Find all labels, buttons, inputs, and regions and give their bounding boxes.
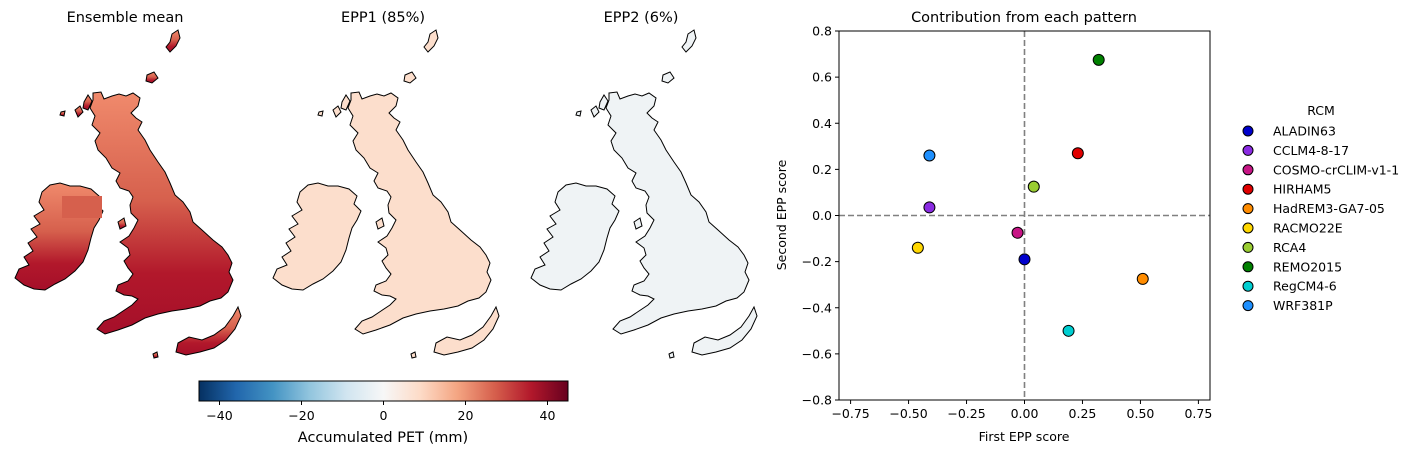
point-racmo22e <box>911 241 924 254</box>
map-panel-epp2: EPP2 (6%) <box>530 10 758 359</box>
point-rca4 <box>1027 180 1040 193</box>
legend-marker <box>1242 280 1254 292</box>
legend-title: RCM <box>1307 103 1335 118</box>
x-tick-label: −0.75 <box>831 406 869 421</box>
x-tick-label: 0.25 <box>1069 406 1097 421</box>
x-tick-label: 0.75 <box>1184 406 1212 421</box>
x-tick-label: 0.00 <box>1011 406 1039 421</box>
northern-ireland-patch <box>62 196 102 218</box>
y-tick-label: −0.2 <box>802 254 832 269</box>
uk-outline-ensemble-mean <box>14 29 242 359</box>
legend-items: ALADIN63 CCLM4-8-17 COSMO-crCLIM-v1-1 HIRHA… <box>1242 124 1399 313</box>
y-tick-label: −0.6 <box>802 346 832 361</box>
legend-marker <box>1242 183 1254 195</box>
colorbar-tick-label: −20 <box>288 408 314 423</box>
point-aladin63 <box>1018 253 1031 266</box>
uk-outline-epp2 <box>530 29 758 359</box>
y-tick-label: 0.4 <box>812 116 832 131</box>
legend-marker <box>1242 300 1254 312</box>
map-panel-ensemble-mean: Ensemble mean <box>14 10 242 359</box>
point-cosmo-crclim-v1-1 <box>1011 226 1024 239</box>
map-title-epp2: EPP2 (6%) <box>604 10 679 26</box>
x-tick-label: 0.50 <box>1127 406 1155 421</box>
legend-label: ALADIN63 <box>1273 124 1336 139</box>
legend-marker <box>1242 144 1254 156</box>
legend-label: HIRHAM5 <box>1273 182 1331 197</box>
map-title-epp1: EPP1 (85%) <box>341 10 425 26</box>
legend-marker <box>1242 125 1254 137</box>
y-tick-label: 0.2 <box>812 162 832 177</box>
colorbar-gradient <box>198 380 569 402</box>
legend-label: RegCM4-6 <box>1273 279 1337 294</box>
scatter-chart: Contribution from each pattern −0.75 −0.5… <box>774 10 1212 444</box>
y-tick-label: 0.6 <box>812 70 832 85</box>
x-axis-ticks: −0.75 −0.50 −0.25 0.00 0.25 0.50 0.75 <box>831 400 1212 421</box>
x-tick-label: −0.50 <box>889 406 927 421</box>
y-tick-label: −0.4 <box>802 300 832 315</box>
colorbar-ticks: −40 −20 0 20 40 <box>206 401 555 423</box>
legend-label: HadREM3-GA7-05 <box>1273 201 1385 216</box>
legend-label: REMO2015 <box>1273 259 1342 274</box>
colorbar: −40 −20 0 20 40 Accumulated PET (mm) <box>198 380 569 446</box>
map-title-ensemble-mean: Ensemble mean <box>67 10 184 26</box>
colorbar-label: Accumulated PET (mm) <box>298 430 468 446</box>
map-panel-epp1: EPP1 (85%) <box>272 10 500 359</box>
legend-marker <box>1242 261 1254 273</box>
legend-marker <box>1242 241 1254 253</box>
point-regcm4-6 <box>1062 324 1075 337</box>
scatter-points <box>911 53 1149 337</box>
legend-label: COSMO-crCLIM-v1-1 <box>1273 162 1399 177</box>
reference-lines <box>839 31 1210 400</box>
uk-outline-epp1 <box>272 29 500 359</box>
colorbar-tick-label: 0 <box>380 408 388 423</box>
legend-marker <box>1242 203 1254 215</box>
y-axis-ticks: −0.8 −0.6 −0.4 −0.2 0.0 0.2 0.4 0.6 0.8 <box>802 24 839 408</box>
x-tick-label: −0.25 <box>947 406 985 421</box>
legend-marker <box>1242 164 1254 176</box>
legend-label: RACMO22E <box>1273 221 1343 236</box>
point-wrf381p <box>923 149 936 162</box>
y-tick-label: 0.8 <box>812 24 832 39</box>
legend-marker <box>1242 222 1254 234</box>
point-hadrem3-ga7-05 <box>1136 272 1149 285</box>
legend: RCM ALADIN63 CCLM4-8-17 COSMO-crCLIM-v1-1 H… <box>1242 103 1399 313</box>
legend-label: WRF381P <box>1273 298 1333 313</box>
x-axis-label: First EPP score <box>979 429 1070 444</box>
y-axis-label: Second EPP score <box>774 159 789 270</box>
legend-label: CCLM4-8-17 <box>1273 143 1349 158</box>
y-tick-label: 0.0 <box>812 208 832 223</box>
y-tick-label: −0.8 <box>802 393 832 408</box>
legend-label: RCA4 <box>1273 240 1306 255</box>
point-remo2015 <box>1092 53 1105 66</box>
colorbar-tick-label: 40 <box>540 408 556 423</box>
colorbar-tick-label: −40 <box>206 408 232 423</box>
point-cclm4-8-17 <box>923 201 936 214</box>
chart-title: Contribution from each pattern <box>911 10 1137 26</box>
point-hirham5 <box>1071 147 1084 160</box>
colorbar-tick-label: 20 <box>458 408 474 423</box>
